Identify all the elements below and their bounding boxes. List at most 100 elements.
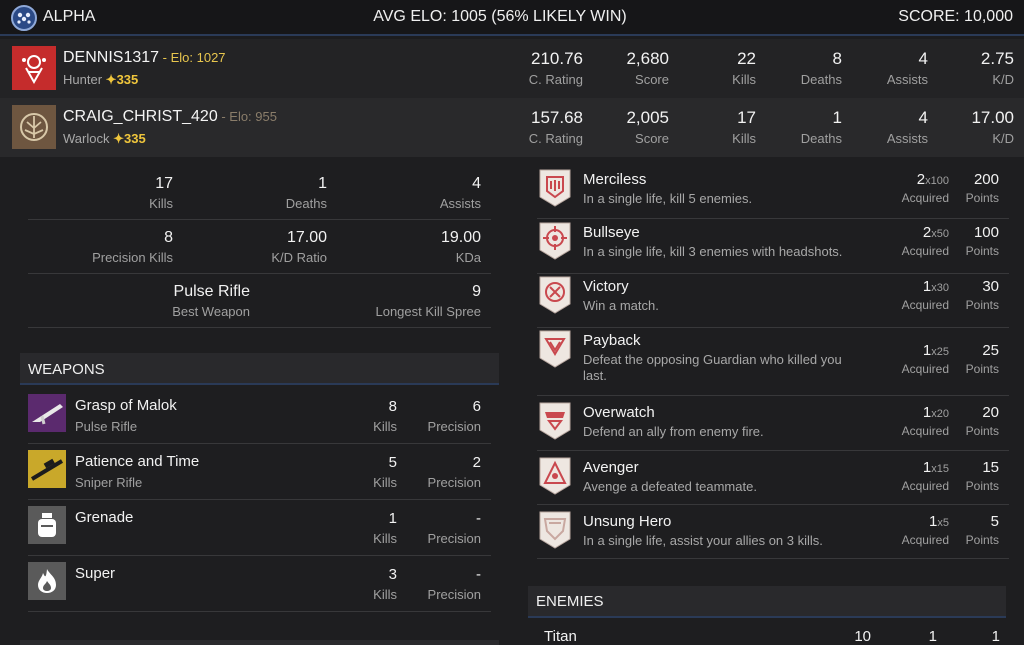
medal-row[interactable]: Unsung Hero In a single life, assist you… — [537, 505, 1009, 559]
weapon-name: Patience and Time — [75, 453, 200, 470]
weapon-kills: 1 Kills — [373, 510, 397, 546]
enemies-section-header: ENEMIES — [528, 586, 1006, 618]
kills-stat: 22 Kills — [732, 49, 756, 87]
score-stat: 2,005 Score — [626, 108, 669, 146]
team-emblem-icon — [11, 5, 37, 31]
grenade-icon — [28, 506, 66, 544]
summary-precision-kills: 8 Precision Kills — [92, 229, 173, 265]
deaths-stat: 1 Deaths — [800, 108, 842, 146]
medal-count: 2x50 Acquired — [901, 224, 949, 258]
medal-row[interactable]: Overwatch Defend an ally from enemy fire… — [537, 396, 1009, 451]
kills-stat: 17 Kills — [732, 108, 756, 146]
payback-medal-icon — [539, 330, 571, 368]
medal-points: 200 Points — [965, 171, 999, 205]
weapon-row[interactable]: Grasp of Malok Pulse Rifle 8 Kills 6 Preci… — [28, 388, 491, 444]
weapon-precision: - Precision — [427, 510, 481, 546]
bullseye-medal-icon — [539, 222, 571, 260]
medal-count: 1x30 Acquired — [901, 278, 949, 312]
player-name[interactable]: DENNIS1317 - Elo: 1027 — [63, 49, 226, 66]
enemy-stat: 1 — [991, 628, 1000, 645]
pulse-rifle-icon — [28, 394, 66, 432]
medal-row[interactable]: Payback Defeat the opposing Guardian who… — [537, 328, 1009, 396]
hunter-emblem-icon — [12, 46, 56, 90]
enemy-stat: 10 — [854, 628, 871, 645]
weapon-precision: 2 Precision — [427, 454, 481, 490]
overwatch-medal-icon — [539, 402, 571, 440]
avg-elo: AVG ELO: 1005 (56% LIKELY WIN) — [373, 8, 627, 25]
enemy-row[interactable]: Titan 10 1 1 — [544, 628, 1004, 645]
score-stat: 2,680 Score — [626, 49, 669, 87]
medal-row[interactable]: Avenger Avenge a defeated teammate. 1x15… — [537, 451, 1009, 505]
victory-medal-icon — [539, 276, 571, 314]
team-name: ALPHA — [43, 8, 96, 25]
weapon-kills: 3 Kills — [373, 566, 397, 602]
weapons-section-header: WEAPONS — [20, 353, 499, 385]
team-score: SCORE: 10,000 — [898, 8, 1013, 25]
avenger-medal-icon — [539, 457, 571, 495]
medal-points: 5 Points — [965, 513, 999, 547]
medal-points: 25 Points — [965, 342, 999, 376]
weapon-precision: - Precision — [427, 566, 481, 602]
medal-points: 30 Points — [965, 278, 999, 312]
medal-count: 1x5 Acquired — [901, 513, 949, 547]
player-class: Hunter ✦335 — [63, 72, 139, 87]
medal-points: 20 Points — [965, 404, 999, 438]
weapon-name: Super — [75, 565, 116, 582]
enemy-class: Titan — [544, 628, 577, 645]
super-flame-icon — [28, 562, 66, 600]
kd-stat: 17.00 K/D — [971, 108, 1014, 146]
combat-rating-stat: 210.76 C. Rating — [528, 49, 583, 87]
weapon-type: Pulse Rifle — [75, 419, 138, 434]
weapon-name: Grenade — [75, 509, 134, 526]
sniper-rifle-icon — [28, 450, 66, 488]
weapon-type: Sniper Rifle — [75, 475, 143, 490]
unsung-hero-medal-icon — [539, 511, 571, 549]
summary-kills: 17 Kills — [149, 175, 173, 211]
medal-row[interactable]: Bullseye In a single life, kill 3 enemie… — [537, 220, 1009, 274]
weapon-name: Grasp of Malok — [75, 397, 177, 414]
enemy-stat: 1 — [928, 628, 937, 645]
summary-row: 17 Kills 1 Deaths 4 Assists — [28, 165, 491, 220]
combat-rating-stat: 157.68 C. Rating — [528, 108, 583, 146]
summary-kda: 19.00 KDa — [440, 229, 481, 265]
player-class: Warlock ✦335 — [63, 131, 146, 146]
light-level: ✦335 — [113, 131, 146, 146]
section-footer-bar — [20, 640, 499, 645]
scoreboard-header: ALPHA AVG ELO: 1005 (56% LIKELY WIN) SCO… — [0, 0, 1024, 36]
assists-stat: 4 Assists — [886, 108, 928, 146]
medal-count: 2x100 Acquired — [901, 171, 949, 205]
medal-count: 1x20 Acquired — [901, 404, 949, 438]
summary-kd-ratio: 17.00 K/D Ratio — [271, 229, 327, 265]
summary-row: Pulse Rifle Best Weapon 9 Longest Kill Spr… — [28, 274, 491, 328]
merciless-medal-icon — [539, 169, 571, 207]
medal-count: 1x25 Acquired — [901, 342, 949, 376]
weapon-row[interactable]: Super 3 Kills - Precision — [28, 556, 491, 612]
summary-best-weapon: Pulse Rifle Best Weapon — [172, 283, 250, 319]
weapon-row[interactable]: Grenade 1 Kills - Precision — [28, 500, 491, 556]
medals-panel: Merciless In a single life, kill 5 enemi… — [512, 157, 1024, 645]
summary-assists: 4 Assists — [439, 175, 481, 211]
weapon-precision: 6 Precision — [427, 398, 481, 434]
player-elo: - Elo: 955 — [217, 109, 277, 124]
summary-row: 8 Precision Kills 17.00 K/D Ratio 19.00 KDa — [28, 220, 491, 274]
deaths-stat: 8 Deaths — [800, 49, 842, 87]
medal-row[interactable]: Merciless In a single life, kill 5 enemi… — [537, 167, 1009, 219]
player-elo: - Elo: 1027 — [159, 50, 226, 65]
light-level: ✦335 — [105, 72, 139, 87]
weapon-kills: 5 Kills — [373, 454, 397, 490]
player-row[interactable]: CRAIG_CHRIST_420 - Elo: 955 Warlock ✦335… — [0, 98, 1024, 157]
medal-points: 15 Points — [965, 459, 999, 493]
summary-longest-spree: 9 Longest Kill Spree — [375, 283, 481, 319]
medal-row[interactable]: Victory Win a match. 1x30 Acquired 30 Poin… — [537, 274, 1009, 328]
player-row[interactable]: DENNIS1317 - Elo: 1027 Hunter ✦335 210.7… — [0, 39, 1024, 98]
weapon-kills: 8 Kills — [373, 398, 397, 434]
kd-stat: 2.75 K/D — [980, 49, 1014, 87]
medal-count: 1x15 Acquired — [901, 459, 949, 493]
player-detail-panel: 17 Kills 1 Deaths 4 Assists 8 Precision Kill… — [0, 157, 512, 645]
summary-deaths: 1 Deaths — [285, 175, 327, 211]
warlock-emblem-icon — [12, 105, 56, 149]
assists-stat: 4 Assists — [886, 49, 928, 87]
player-name[interactable]: CRAIG_CHRIST_420 - Elo: 955 — [63, 108, 277, 125]
medal-points: 100 Points — [965, 224, 999, 258]
